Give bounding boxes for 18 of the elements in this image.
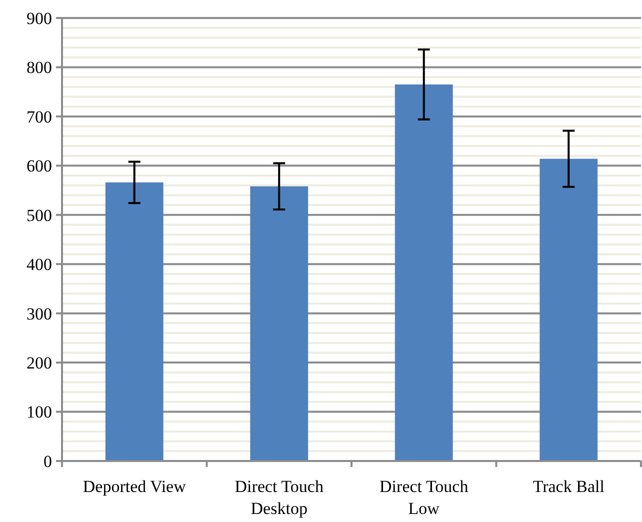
bar	[394, 84, 453, 461]
y-tick-label: 100	[26, 402, 52, 422]
x-tick-label: Deported View	[82, 477, 187, 496]
y-tick-label: 900	[26, 8, 52, 28]
y-tick-label: 200	[26, 354, 52, 373]
bar	[105, 182, 164, 461]
x-tick-label: Direct Touch Low	[380, 477, 469, 518]
bar	[250, 186, 308, 461]
y-tick-label: 800	[26, 58, 52, 78]
bar	[540, 158, 598, 461]
y-tick-label: 0	[44, 452, 52, 471]
y-tick-label: 700	[26, 107, 52, 126]
x-tick-label: Track Ball	[532, 477, 605, 496]
y-tick-label: 500	[26, 206, 52, 225]
x-tick-label: Direct Touch Desktop	[234, 477, 324, 518]
y-tick-label: 600	[26, 156, 52, 176]
y-tick-label: 400	[26, 255, 52, 274]
y-tick-label: 300	[26, 304, 52, 324]
